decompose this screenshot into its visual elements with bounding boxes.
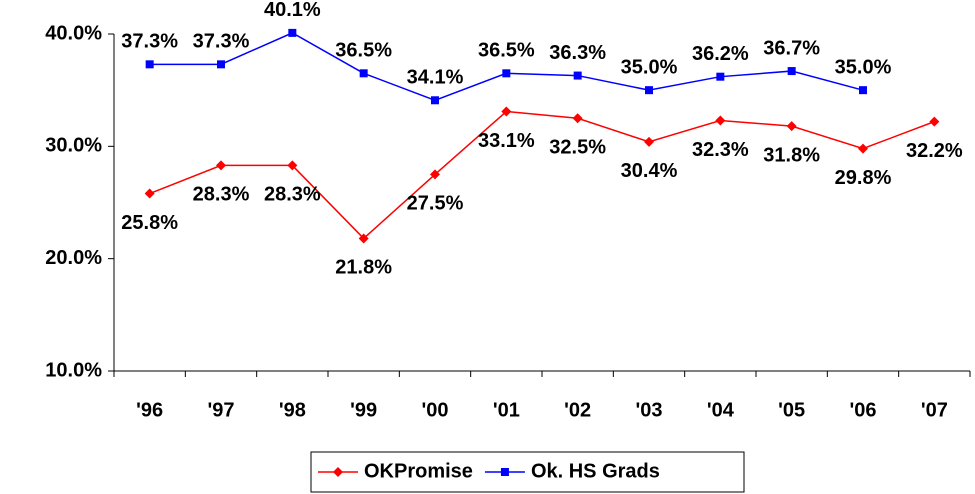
x-tick-label: '00	[421, 399, 448, 421]
value-label: 30.4%	[621, 160, 678, 182]
x-tick-label: '04	[707, 399, 735, 421]
data-point	[430, 169, 440, 180]
data-point	[644, 136, 654, 147]
data-point	[858, 143, 868, 154]
legend-marker	[500, 468, 509, 476]
x-tick-label: '01	[493, 399, 520, 421]
y-tick-label: 10.0%	[45, 359, 102, 381]
x-tick-label: '06	[849, 399, 876, 421]
x-tick-label: '98	[279, 399, 306, 421]
value-label: 36.7%	[763, 37, 820, 59]
y-tick-label: 20.0%	[45, 247, 102, 269]
value-label: 37.3%	[193, 31, 250, 53]
value-label: 35.0%	[621, 56, 678, 78]
value-label: 33.1%	[478, 130, 535, 152]
value-label: 36.3%	[549, 42, 606, 64]
data-point	[145, 60, 154, 69]
data-point	[501, 106, 512, 117]
value-label: 40.1%	[264, 0, 321, 21]
data-point	[573, 71, 582, 80]
data-point	[716, 72, 725, 81]
data-point	[715, 115, 726, 126]
legend-label: Ok. HS Grads	[531, 460, 660, 482]
x-tick-label: '96	[136, 399, 163, 421]
x-tick-label: '03	[635, 399, 662, 421]
data-point	[787, 67, 796, 76]
data-point	[859, 86, 867, 95]
x-tick-label: '07	[921, 399, 948, 421]
legend-box	[310, 451, 745, 493]
data-point	[431, 96, 439, 105]
value-label: 25.8%	[121, 212, 178, 234]
value-label: 35.0%	[835, 56, 892, 78]
value-label: 29.8%	[835, 167, 892, 189]
x-tick-label: '99	[350, 399, 377, 421]
value-label: 37.3%	[121, 31, 178, 53]
value-label: 32.5%	[549, 137, 606, 159]
value-label: 36.5%	[478, 40, 535, 62]
value-label: 28.3%	[193, 184, 250, 206]
value-label: 34.1%	[407, 67, 464, 89]
value-label: 21.8%	[335, 257, 392, 279]
data-point	[287, 160, 298, 171]
series-line	[149, 110, 935, 240]
data-point	[359, 69, 368, 78]
value-label: 31.8%	[763, 144, 820, 166]
value-label: 36.2%	[692, 43, 749, 65]
x-tick-label: '02	[564, 399, 591, 421]
x-tick-label: '97	[207, 399, 234, 421]
value-label: 36.5%	[335, 40, 392, 62]
data-point	[217, 60, 225, 69]
data-point	[144, 188, 155, 199]
data-point	[786, 121, 797, 132]
x-tick-label: '05	[778, 399, 805, 421]
value-label: 28.3%	[264, 184, 321, 206]
legend-marker	[333, 467, 343, 477]
y-tick-label: 40.0%	[45, 22, 102, 44]
value-label: 27.5%	[407, 193, 464, 215]
data-point	[929, 116, 940, 127]
data-point	[216, 160, 226, 171]
data-point	[645, 86, 653, 95]
value-label: 32.3%	[692, 139, 749, 161]
legend-label: OKPromise	[364, 460, 473, 482]
y-tick-label: 30.0%	[45, 135, 102, 157]
data-point	[288, 28, 297, 37]
value-label: 32.2%	[906, 140, 963, 162]
data-point	[572, 113, 583, 124]
data-point	[358, 233, 369, 244]
data-point	[502, 69, 511, 78]
